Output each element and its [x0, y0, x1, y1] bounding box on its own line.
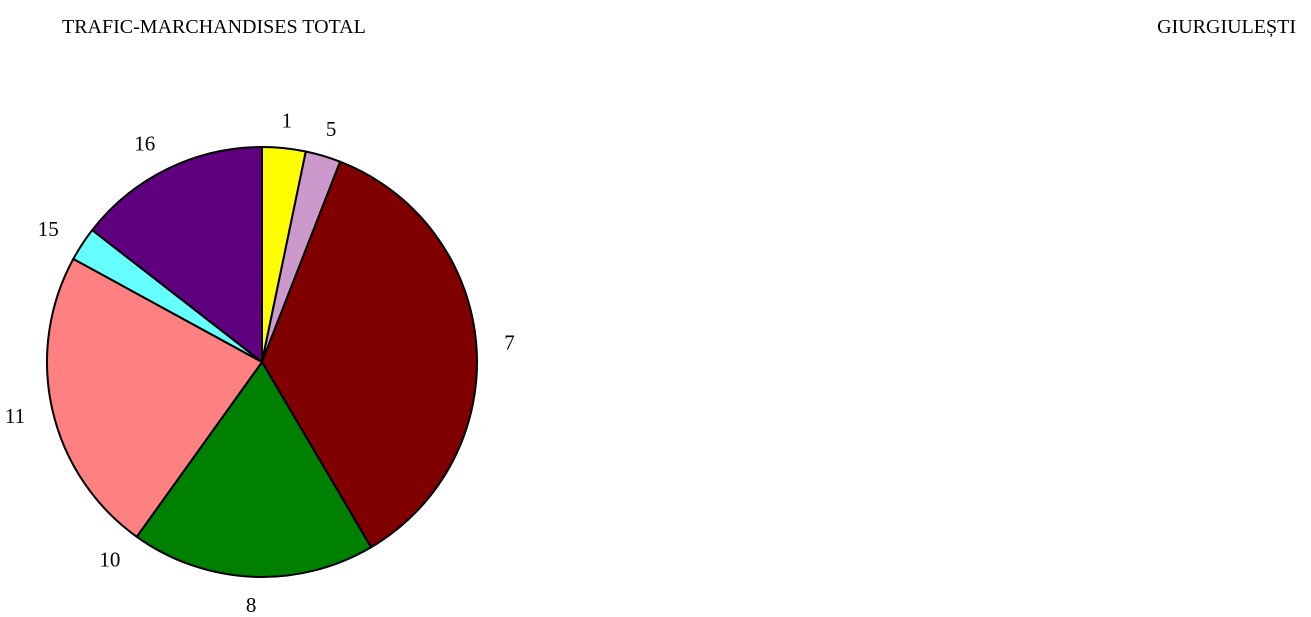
pie-slice-16	[91, 146, 263, 363]
pie-label-1: 1	[282, 108, 293, 132]
pie-label-15: 15	[38, 217, 59, 241]
pie-label-16: 16	[134, 132, 155, 156]
pie-slice-8	[135, 361, 373, 578]
pie-slices	[45, 146, 478, 578]
chart-title: TRAFIC-MARCHANDISES TOTAL	[62, 16, 366, 38]
pie-label-11: 11	[5, 404, 25, 428]
pie-slice-11	[45, 257, 263, 538]
pie-label-5: 5	[326, 117, 337, 141]
pie-label-10: 10	[99, 548, 120, 572]
location-label: GIURGIULEȘTI	[1157, 16, 1296, 38]
pie-slice-7	[261, 160, 478, 549]
pie-label-7: 7	[504, 331, 515, 355]
pie-label-8: 8	[246, 593, 257, 617]
